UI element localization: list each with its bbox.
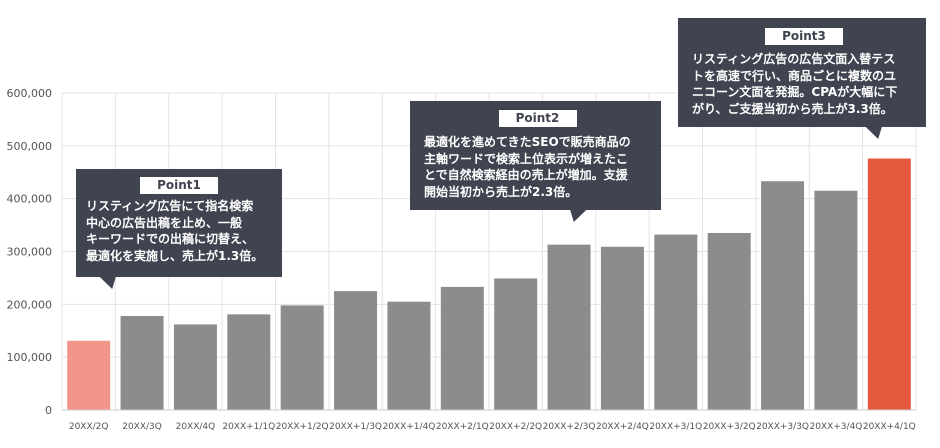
x-tick-label: 20XX+2/4Q — [596, 422, 649, 432]
x-tick-label: 20XX+1/2Q — [276, 422, 329, 432]
bar — [654, 234, 698, 410]
callout-text: 最適化を進めてきたSEOで販売商品の 主軸ワードで検索上位表示が増えたこ とで自… — [424, 135, 631, 199]
bar — [173, 324, 217, 410]
bar — [600, 246, 644, 410]
x-tick-label: 20XX+2/3Q — [543, 422, 596, 432]
bar — [227, 314, 271, 410]
x-tick-label: 20XX+2/1Q — [436, 422, 489, 432]
callout-text: リスティング広告にて指名検索 中心の広告出稿を止め、一般 キーワードでの出稿に切… — [86, 199, 264, 263]
y-tick-label: 500,000 — [7, 140, 53, 153]
x-tick-label: 20XX/2Q — [69, 422, 109, 432]
y-tick-label: 400,000 — [7, 193, 53, 206]
callout-point2: Point2 最適化を進めてきたSEOで販売商品の 主軸ワードで検索上位表示が増… — [410, 101, 661, 222]
bar — [440, 286, 484, 410]
x-tick-label: 20XX+4/1Q — [863, 422, 916, 432]
x-tick-label: 20XX+3/3Q — [756, 422, 809, 432]
y-tick-label: 200,000 — [7, 298, 53, 311]
x-tick-label: 20XX+3/1Q — [649, 422, 702, 432]
x-tick-label: 20XX+2/2Q — [489, 422, 542, 432]
callout-text: リスティング広告の広告文面入替テス トを高速で行い、商品ごとに複数のユ ニコーン… — [692, 52, 898, 116]
x-tick-label: 20XX+1/3Q — [329, 422, 382, 432]
bar — [120, 315, 164, 410]
x-tick-label: 20XX+1/1Q — [222, 422, 275, 432]
callout-tag: Point1 — [140, 177, 218, 194]
y-tick-label: 600,000 — [7, 87, 53, 100]
x-tick-label: 20XX/3Q — [122, 422, 162, 432]
bar — [707, 233, 751, 410]
y-tick-label: 0 — [45, 404, 52, 417]
bar — [67, 340, 111, 410]
bar — [761, 181, 805, 410]
x-tick-label: 20XX/4Q — [176, 422, 216, 432]
bar — [280, 305, 324, 410]
x-tick-label: 20XX+3/4Q — [809, 422, 862, 432]
bar — [814, 190, 858, 410]
callout-point1: Point1 リスティング広告にて指名検索 中心の広告出稿を止め、一般 キーワー… — [76, 169, 282, 289]
bar — [547, 244, 591, 410]
y-tick-label: 300,000 — [7, 246, 53, 259]
x-tick-label: 20XX+3/2Q — [703, 422, 756, 432]
callout-tag: Point2 — [498, 110, 577, 127]
bar — [494, 278, 538, 410]
bar — [387, 301, 431, 410]
callout-tag: Point3 — [765, 28, 843, 45]
callout-point3: Point3 リスティング広告の広告文面入替テス トを高速で行い、商品ごとに複数… — [678, 18, 926, 139]
bar — [867, 158, 911, 410]
y-tick-label: 100,000 — [7, 351, 53, 364]
x-tick-label: 20XX+1/4Q — [382, 422, 435, 432]
bar — [334, 291, 378, 410]
